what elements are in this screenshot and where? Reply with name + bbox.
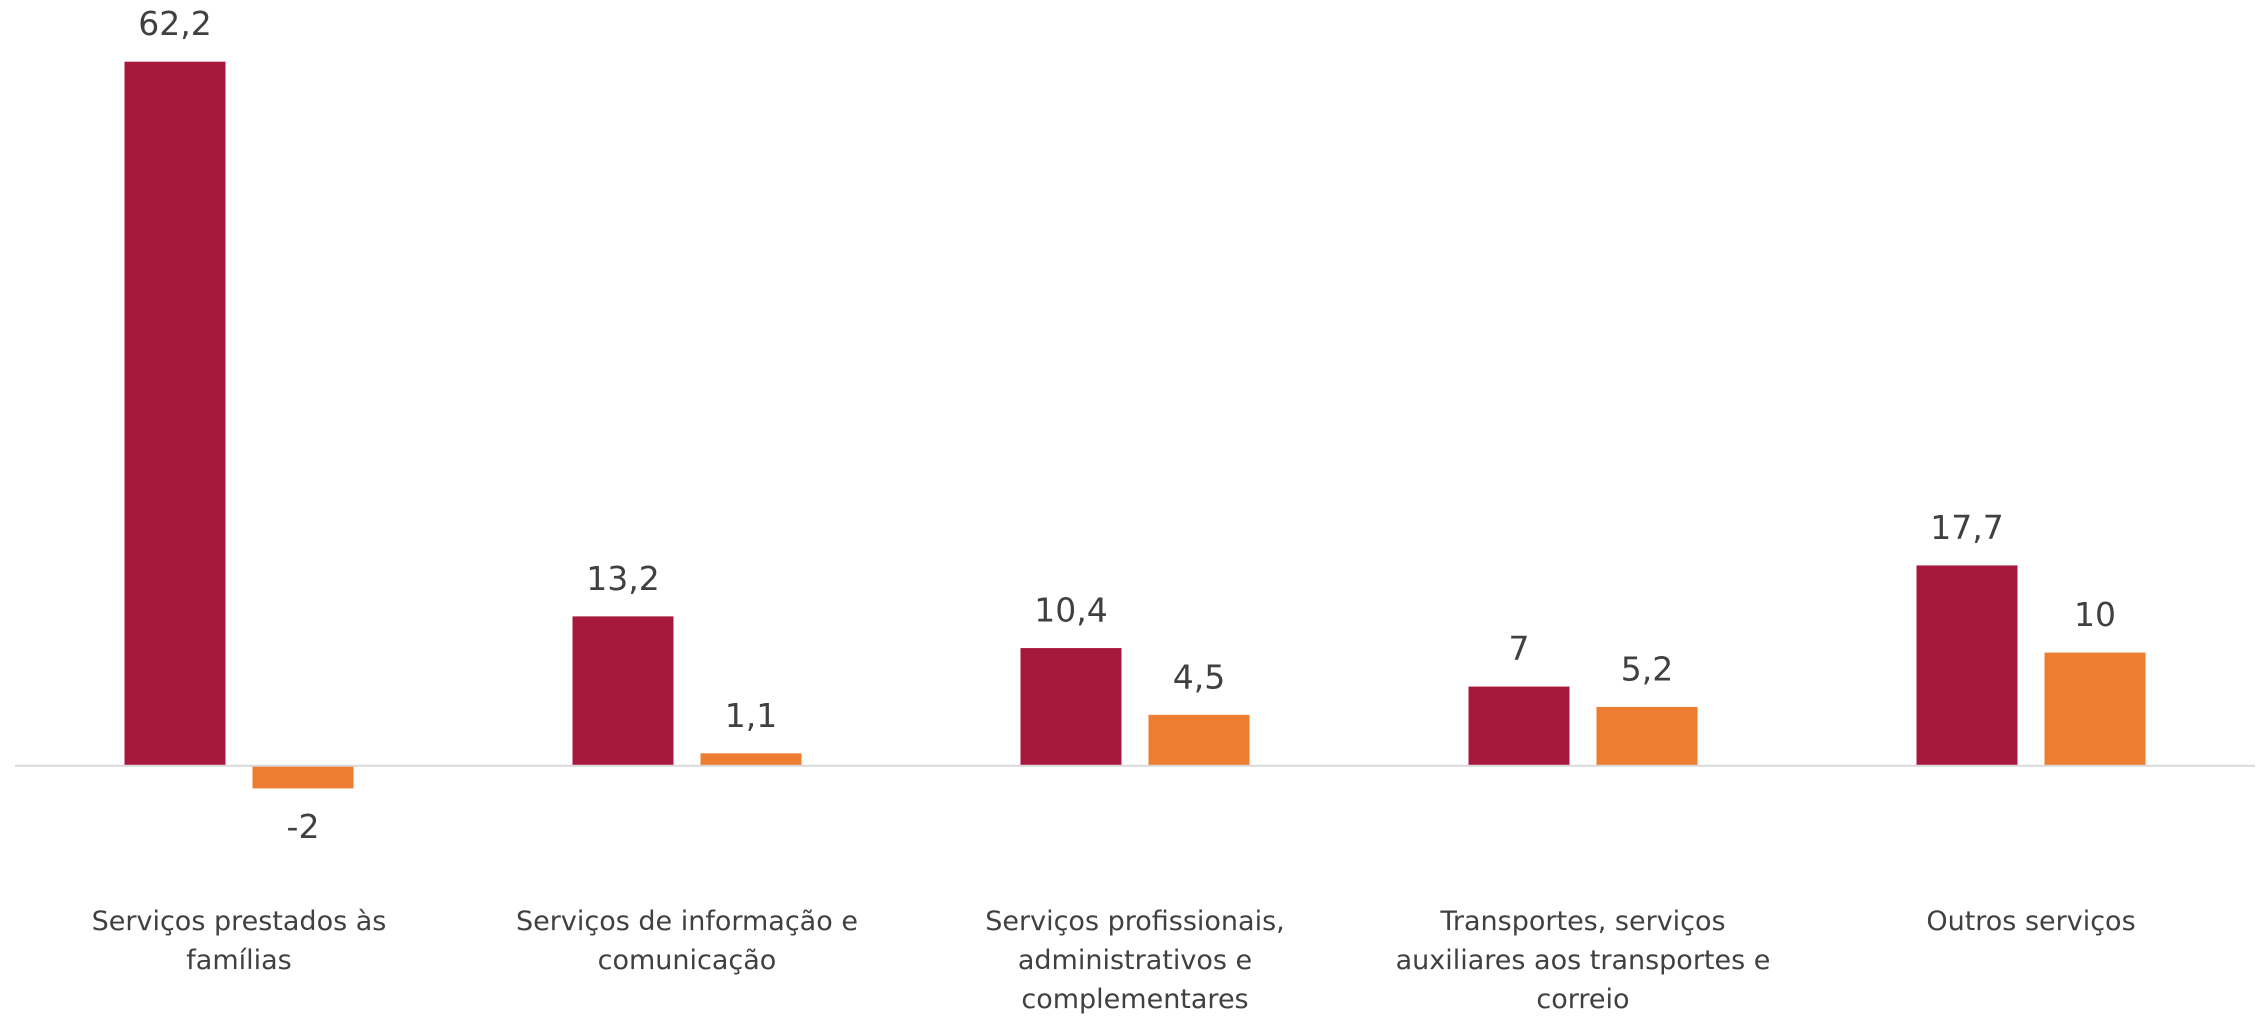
- bar: [700, 753, 802, 766]
- bar: [1468, 686, 1570, 766]
- data-label: 62,2: [138, 4, 211, 43]
- data-label: 4,5: [1173, 657, 1225, 696]
- x-tick-label: Serviços profissionais, administrativos …: [985, 906, 1285, 1015]
- x-tick-label: Serviços de informação e comunicação: [516, 906, 858, 976]
- data-label: 5,2: [1621, 649, 1673, 688]
- data-label: 7: [1509, 629, 1530, 668]
- x-tick-label: Transportes, serviços auxiliares aos tra…: [1395, 906, 1771, 1015]
- data-label: 10,4: [1034, 591, 1107, 630]
- data-label: 13,2: [586, 559, 659, 598]
- bar: [572, 616, 674, 766]
- data-label: 10: [2074, 595, 2116, 634]
- data-label: 1,1: [725, 696, 777, 735]
- bar: [1596, 706, 1698, 766]
- bar: [1148, 714, 1250, 766]
- data-label: -2: [287, 807, 320, 846]
- data-label: 17,7: [1930, 508, 2003, 547]
- bar: [1020, 648, 1122, 766]
- bar: [2044, 652, 2146, 766]
- bar: [1916, 565, 2018, 766]
- bar: [124, 61, 226, 766]
- x-tick-label: Outros serviços: [1926, 906, 2136, 937]
- x-tick-label: Serviços prestados às famílias: [91, 906, 387, 976]
- bar: [252, 765, 354, 789]
